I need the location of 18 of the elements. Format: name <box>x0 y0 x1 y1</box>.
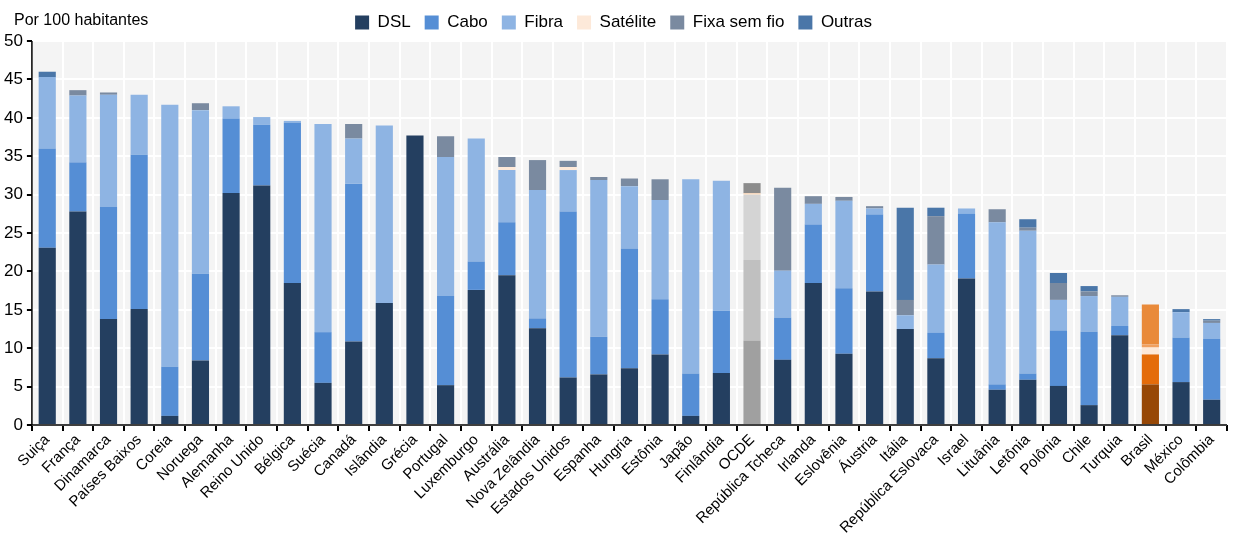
y-tick-label: 10 <box>3 337 23 357</box>
legend-label: Outras <box>820 12 872 32</box>
legend-label: DSL <box>377 12 411 32</box>
legend-label: Cabo <box>447 12 488 32</box>
y-tick-label: 20 <box>3 261 23 281</box>
y-tick-label: 5 <box>13 376 23 396</box>
y-tick-label: 50 <box>3 30 23 50</box>
legend-label: Fixa sem fio <box>692 12 785 32</box>
legend-label: Fibra <box>524 12 564 32</box>
y-tick-label: 35 <box>3 145 23 165</box>
y-tick-label: 25 <box>3 222 23 242</box>
y-tick-label: 0 <box>13 414 23 434</box>
y-tick-label: 15 <box>3 299 23 319</box>
y-tick-label: 40 <box>3 107 23 127</box>
y-tick-label: 30 <box>3 184 23 204</box>
legend-label: Satélite <box>599 12 657 32</box>
y-axis-title: Por 100 habitantes <box>14 11 149 29</box>
y-tick-label: 45 <box>3 69 23 89</box>
